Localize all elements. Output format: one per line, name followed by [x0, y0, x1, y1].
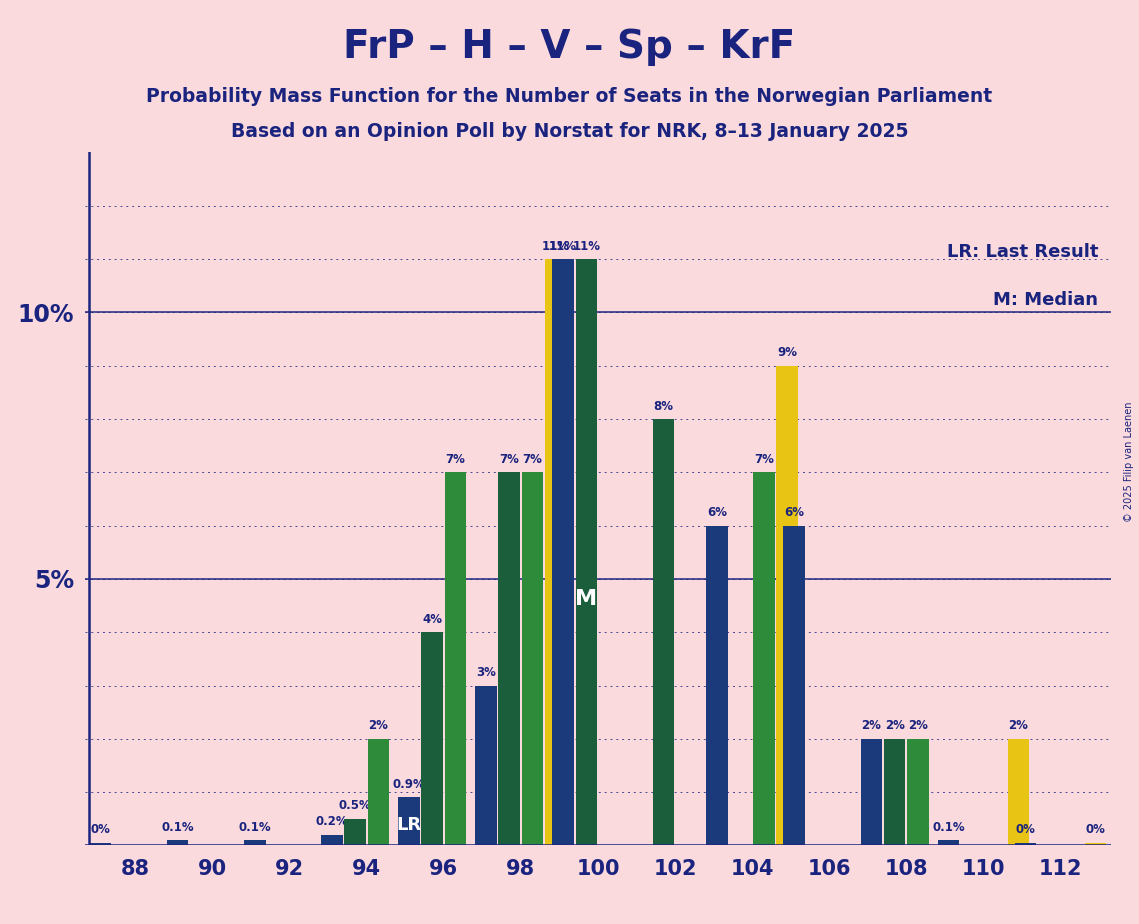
Text: 6%: 6% [707, 506, 727, 519]
Text: M: M [575, 590, 597, 609]
Bar [421, 632, 443, 845]
Bar [1015, 844, 1036, 845]
Bar [784, 526, 805, 845]
Text: 0.1%: 0.1% [162, 821, 194, 833]
Bar [444, 472, 466, 845]
Bar [552, 259, 574, 845]
Bar [653, 419, 674, 845]
Text: 0.9%: 0.9% [393, 778, 425, 791]
Text: 2%: 2% [1008, 720, 1029, 733]
Bar [368, 739, 390, 845]
Text: 4%: 4% [423, 613, 442, 626]
Text: 3%: 3% [476, 666, 495, 679]
Bar [398, 797, 419, 845]
Bar [244, 840, 265, 845]
Bar [1008, 739, 1030, 845]
Bar [907, 739, 928, 845]
Bar [344, 819, 366, 845]
Bar [1084, 844, 1106, 845]
Text: FrP – H – V – Sp – KrF: FrP – H – V – Sp – KrF [343, 28, 796, 66]
Bar [777, 366, 798, 845]
Bar [321, 834, 343, 845]
Text: 0.5%: 0.5% [338, 799, 371, 812]
Bar [575, 259, 597, 845]
Bar [546, 259, 566, 845]
Text: 6%: 6% [785, 506, 804, 519]
Text: 0.2%: 0.2% [316, 815, 349, 829]
Text: 7%: 7% [445, 453, 466, 466]
Text: 8%: 8% [654, 399, 673, 413]
Text: © 2025 Filip van Laenen: © 2025 Filip van Laenen [1124, 402, 1134, 522]
Bar [522, 472, 543, 845]
Bar [861, 739, 882, 845]
Bar [706, 526, 728, 845]
Bar [499, 472, 521, 845]
Text: 7%: 7% [754, 453, 773, 466]
Text: 2%: 2% [368, 720, 388, 733]
Text: 2%: 2% [861, 720, 882, 733]
Text: 7%: 7% [499, 453, 519, 466]
Bar [90, 844, 112, 845]
Text: 0%: 0% [1085, 823, 1105, 836]
Text: 0.1%: 0.1% [238, 821, 271, 833]
Text: 2%: 2% [908, 720, 928, 733]
Bar [753, 472, 775, 845]
Text: 0%: 0% [91, 823, 110, 836]
Bar [475, 686, 497, 845]
Bar [166, 840, 188, 845]
Text: 0%: 0% [1016, 823, 1035, 836]
Text: LR: Last Result: LR: Last Result [947, 243, 1098, 261]
Text: 0.1%: 0.1% [932, 821, 965, 833]
Text: M: Median: M: Median [993, 291, 1098, 309]
Text: LR: LR [396, 816, 421, 834]
Bar [90, 844, 112, 845]
Text: 9%: 9% [777, 346, 797, 359]
Text: 11%: 11% [542, 239, 570, 252]
Text: Based on an Opinion Poll by Norstat for NRK, 8–13 January 2025: Based on an Opinion Poll by Norstat for … [231, 122, 908, 141]
Bar [884, 739, 906, 845]
Bar [937, 840, 959, 845]
Text: 11%: 11% [549, 239, 577, 252]
Text: 11%: 11% [572, 239, 600, 252]
Text: 2%: 2% [885, 720, 904, 733]
Text: Probability Mass Function for the Number of Seats in the Norwegian Parliament: Probability Mass Function for the Number… [147, 87, 992, 106]
Text: 7%: 7% [523, 453, 542, 466]
